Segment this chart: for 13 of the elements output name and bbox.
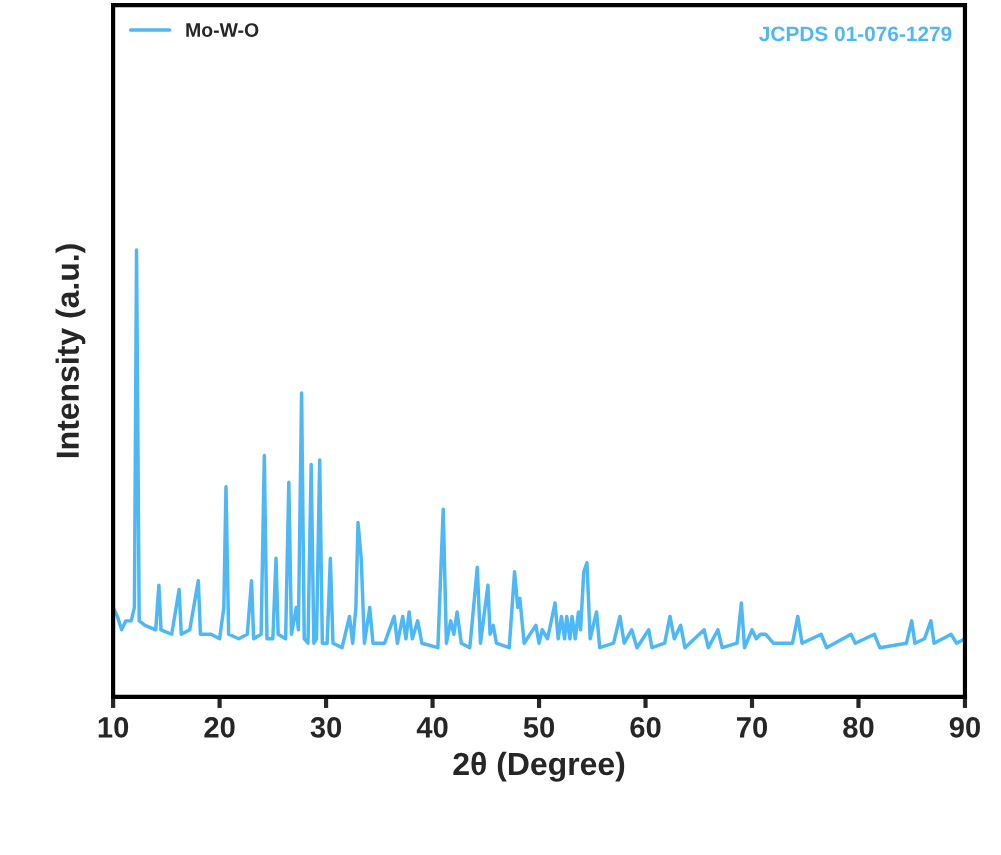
text: JCPDS 01-076-1279	[759, 26, 952, 42]
x-tick-label: 60	[630, 717, 661, 738]
x-tick-label: 20	[204, 717, 235, 738]
x-tick-label: 80	[843, 717, 874, 738]
x-tick-label: 10	[98, 717, 129, 738]
x-tick-label: 70	[737, 717, 768, 738]
x-tick-label: 90	[949, 717, 980, 738]
y-axis-title: Intensity (a.u.)	[55, 244, 86, 458]
x-tick-label: 30	[310, 717, 342, 738]
legend-label: Mo-W-O	[186, 23, 259, 37]
x-axis-title: 2θ (Degree)	[453, 751, 625, 782]
x-tick-label: 40	[416, 717, 448, 738]
x-tick-label: 50	[523, 717, 555, 738]
